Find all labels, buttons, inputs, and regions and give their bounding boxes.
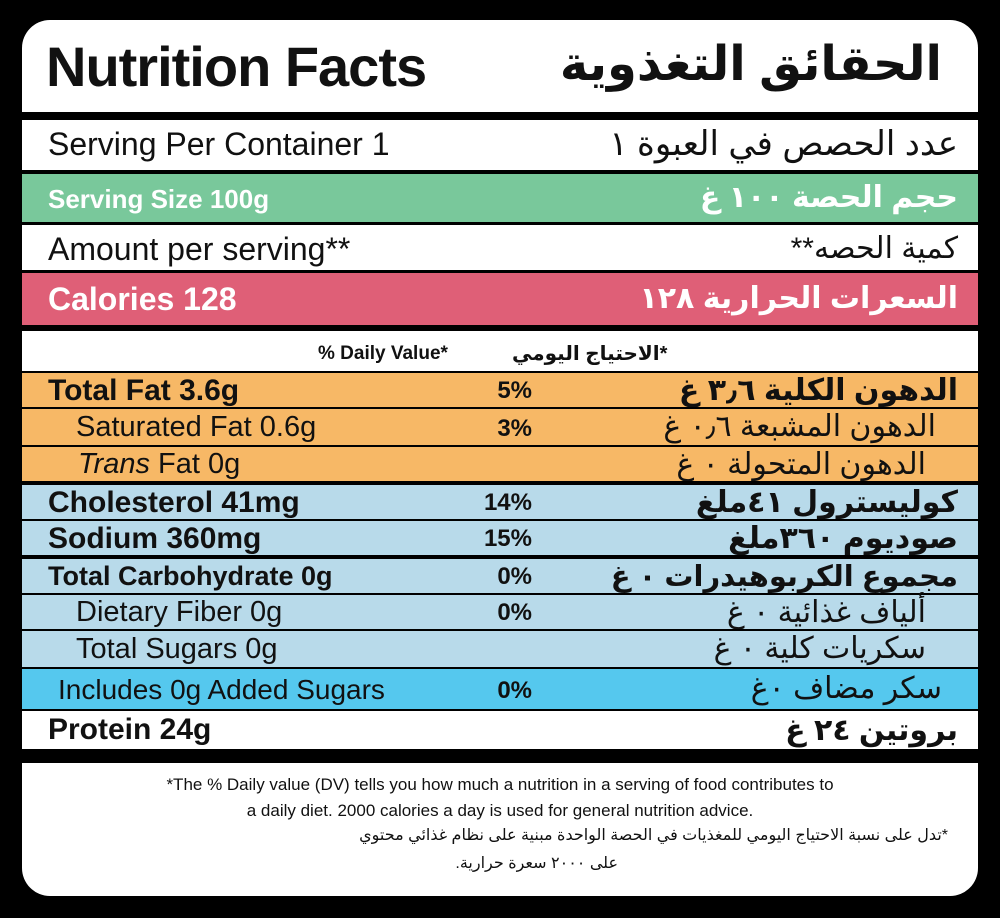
nutrient-percent: 14%	[483, 489, 532, 516]
title-ar: الحقائق التغذوية	[559, 38, 942, 91]
servings-en: Serving Per Container 1	[48, 126, 390, 162]
servings-row: Serving Per Container 1 عدد الحصص في الع…	[22, 120, 978, 170]
amount-en: Amount per serving**	[48, 231, 351, 267]
trans-italic: Trans	[78, 448, 150, 480]
nutrient-row-dietary-fiber: Dietary Fiber 0g 0% ألياف غذائية ٠ غ	[22, 595, 978, 629]
nutrient-name-ar: صوديوم ٣٦٠ملغ	[728, 522, 958, 555]
footnote: *The % Daily value (DV) tells you how mu…	[22, 763, 978, 896]
divider	[22, 629, 978, 631]
nutrient-row-total-carbohydrate: Total Carbohydrate 0g 0% مجموع الكربوهيد…	[22, 559, 978, 593]
nutrient-percent: 0%	[497, 677, 532, 704]
divider	[22, 593, 978, 595]
servings-ar: عدد الحصص في العبوة ١	[609, 125, 958, 163]
calories-en: Calories 128	[48, 281, 237, 317]
footnote-ar-line2: على ٢٠٠٠ سعرة حرارية.	[455, 855, 618, 872]
divider	[22, 519, 978, 521]
nutrient-percent: 0%	[497, 599, 532, 626]
nutrient-name-en: Sodium 360mg	[48, 522, 262, 555]
serving-size-en: Serving Size 100g	[48, 184, 270, 214]
nutrient-name-en: Total Sugars 0g	[76, 633, 278, 665]
footnote-ar-line1: *تدل على نسبة الاحتياج اليومي للمغذيات ف…	[359, 827, 948, 844]
divider	[22, 371, 978, 373]
amount-ar: كمية الحصه**	[790, 232, 958, 265]
serving-size-row: Serving Size 100g حجم الحصة ١٠٠ غ	[22, 174, 978, 222]
calories-row: Calories 128 السعرات الحرارية ١٢٨	[22, 273, 978, 325]
nutrient-name-en: Total Fat 3.6g	[48, 374, 240, 407]
nutrient-name-ar: الدهون الكلية ٣٫٦ غ	[678, 374, 958, 407]
divider	[22, 667, 978, 669]
footnote-en-line2: a daily diet. 2000 calories a day is use…	[246, 801, 754, 820]
divider	[22, 170, 978, 174]
nutrient-percent: 3%	[497, 415, 532, 442]
nutrient-name-ar: سكريات كلية ٠ غ	[713, 632, 926, 665]
divider-thick	[22, 749, 978, 763]
nutrient-name-en: Saturated Fat 0.6g	[76, 411, 317, 443]
title-en: Nutrition Facts	[46, 35, 427, 98]
nutrient-name-en: Dietary Fiber 0g	[76, 596, 283, 628]
nutrient-name-ar: الدهون المتحولة ٠ غ	[676, 448, 926, 481]
daily-value-en: % Daily Value*	[318, 343, 448, 364]
nutrient-percent: 15%	[483, 525, 532, 552]
nutrient-name-en: Trans Fat 0g	[78, 448, 240, 481]
divider	[22, 407, 978, 409]
nutrient-name-en: Includes 0g Added Sugars	[58, 674, 385, 705]
divider	[22, 270, 978, 273]
nutrient-row-total-fat: Total Fat 3.6g 5% الدهون الكلية ٣٫٦ غ	[22, 373, 978, 407]
nutrient-name-ar: مجموع الكربوهيدرات ٠ غ	[610, 561, 958, 593]
title-row: Nutrition Facts الحقائق التغذوية	[22, 20, 978, 112]
trans-rest: Fat 0g	[149, 448, 241, 480]
nutrient-row-trans-fat: Trans Fat 0g الدهون المتحولة ٠ غ	[22, 447, 978, 481]
amount-row: Amount per serving** كمية الحصه**	[22, 225, 978, 270]
divider-thick	[22, 481, 978, 485]
nutrient-name-en: Cholesterol 41mg	[48, 486, 300, 519]
divider	[22, 222, 978, 225]
daily-value-header: % Daily Value* *الاحتياج اليومي	[22, 331, 978, 371]
nutrient-name-en: Protein 24g	[48, 713, 212, 746]
nutrient-name-en: Total Carbohydrate 0g	[48, 561, 333, 591]
nutrient-name-ar: سكر مضاف ٠غ	[750, 672, 942, 705]
nutrient-row-total-sugars: Total Sugars 0g سكريات كلية ٠ غ	[22, 631, 978, 667]
nutrient-name-ar: ألياف غذائية ٠ غ	[726, 596, 926, 629]
calories-ar: السعرات الحرارية ١٢٨	[639, 282, 958, 315]
nutrient-percent: 5%	[497, 377, 532, 404]
daily-value-ar: *الاحتياج اليومي	[512, 343, 668, 365]
nutrient-row-added-sugars: Includes 0g Added Sugars 0% سكر مضاف ٠غ	[22, 669, 978, 709]
divider	[22, 709, 978, 711]
footnote-en-line1: *The % Daily value (DV) tells you how mu…	[166, 775, 834, 794]
nutrition-label: Nutrition Facts الحقائق التغذوية Serving…	[22, 20, 978, 896]
nutrient-row-sodium: Sodium 360mg 15% صوديوم ٣٦٠ملغ	[22, 521, 978, 555]
nutrient-name-ar: كوليسترول ٤١ملغ	[695, 486, 958, 519]
nutrient-row-protein: Protein 24g بروتين ٢٤ غ	[22, 711, 978, 749]
nutrient-row-cholesterol: Cholesterol 41mg 14% كوليسترول ٤١ملغ	[22, 485, 978, 519]
divider-thick	[22, 112, 978, 120]
divider-thick	[22, 555, 978, 559]
divider	[22, 445, 978, 447]
nutrient-row-saturated-fat: Saturated Fat 0.6g 3% الدهون المشبعة ٠٫٦…	[22, 409, 978, 445]
nutrient-percent: 0%	[497, 563, 532, 590]
nutrient-name-ar: بروتين ٢٤ غ	[785, 714, 958, 747]
nutrient-name-ar: الدهون المشبعة ٠٫٦ غ	[663, 410, 936, 443]
serving-size-ar: حجم الحصة ١٠٠ غ	[699, 181, 958, 214]
divider-thick	[22, 325, 978, 331]
